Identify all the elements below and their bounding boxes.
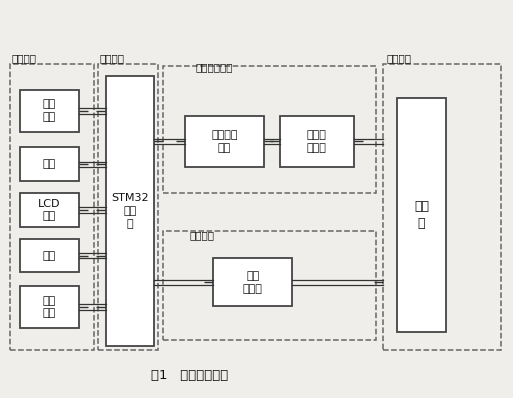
Text: 固态
继电器: 固态 继电器 xyxy=(243,271,263,294)
Bar xyxy=(163,66,376,193)
Text: STM32
单片
机: STM32 单片 机 xyxy=(111,193,149,229)
Text: 执行模块: 执行模块 xyxy=(190,230,215,240)
Text: LCD
显示: LCD 显示 xyxy=(38,199,61,221)
Bar xyxy=(280,116,353,167)
Bar xyxy=(106,76,154,346)
Text: 图1   总体设计方案: 图1 总体设计方案 xyxy=(151,369,229,382)
Text: 人机接口: 人机接口 xyxy=(12,53,37,63)
Bar xyxy=(98,64,159,350)
Bar xyxy=(20,90,79,132)
Text: 通信
接口: 通信 接口 xyxy=(43,296,56,318)
Text: 信号调理
电路: 信号调理 电路 xyxy=(211,130,238,153)
Text: 状态
指示: 状态 指示 xyxy=(43,100,56,122)
Text: 主机接口: 主机接口 xyxy=(100,53,125,63)
Bar xyxy=(383,64,501,350)
Bar xyxy=(20,193,79,227)
Bar xyxy=(397,98,446,332)
Bar xyxy=(20,239,79,272)
Bar xyxy=(163,231,376,340)
Text: 温度测量模块: 温度测量模块 xyxy=(195,62,232,72)
Bar xyxy=(20,147,79,181)
Text: 键盘: 键盘 xyxy=(43,159,56,169)
Text: 热电偶
传感器: 热电偶 传感器 xyxy=(307,130,327,153)
Text: 报警: 报警 xyxy=(43,250,56,261)
Text: 被控对象: 被控对象 xyxy=(386,53,411,63)
Bar xyxy=(20,286,79,328)
Bar xyxy=(10,64,94,350)
Bar xyxy=(213,258,292,306)
Bar xyxy=(185,116,264,167)
Text: 电阻
炉: 电阻 炉 xyxy=(414,200,429,230)
